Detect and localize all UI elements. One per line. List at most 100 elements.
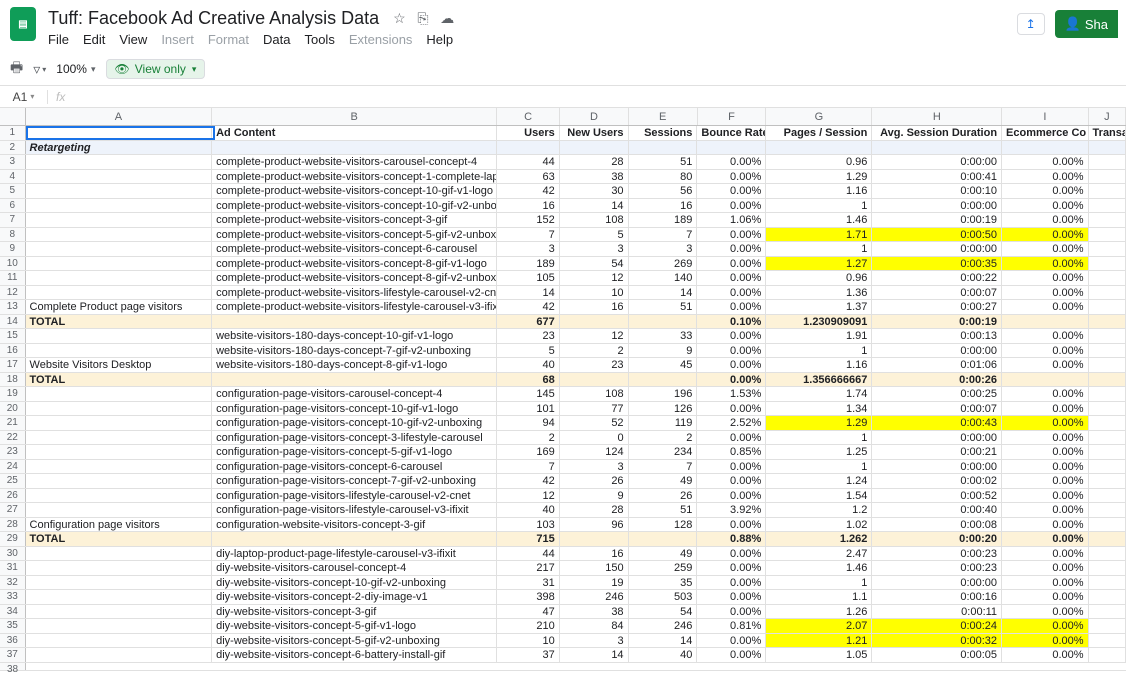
cell[interactable]: 0.00% xyxy=(697,329,766,343)
cell[interactable]: complete-product-website-visitors-lifest… xyxy=(212,300,497,314)
cell[interactable]: complete-product-website-visitors-concep… xyxy=(212,199,497,213)
cell[interactable]: 0:00:40 xyxy=(872,503,1002,517)
column-header-I[interactable]: I xyxy=(1002,108,1088,125)
cell[interactable]: 1.91 xyxy=(766,329,872,343)
cell[interactable] xyxy=(26,547,213,561)
cell[interactable]: configuration-page-visitors-concept-10-g… xyxy=(212,402,497,416)
cell[interactable]: 0.00% xyxy=(1002,590,1089,604)
cell[interactable]: 1 xyxy=(766,576,872,590)
cell[interactable] xyxy=(766,141,872,155)
cell[interactable]: 7 xyxy=(497,460,560,474)
cell[interactable] xyxy=(1089,271,1126,285)
cell[interactable]: complete-product-website-visitors-concep… xyxy=(212,170,497,184)
cell[interactable]: Transactio xyxy=(1089,126,1126,140)
cell[interactable]: 0:00:05 xyxy=(872,648,1002,662)
cell[interactable]: complete-product-website-visitors-carous… xyxy=(212,155,497,169)
cell[interactable]: 2.07 xyxy=(766,619,872,633)
cell[interactable]: 0:00:22 xyxy=(872,271,1002,285)
cell[interactable]: Bounce Rate xyxy=(697,126,766,140)
row-header[interactable]: 21 xyxy=(0,416,26,430)
row-header[interactable]: 6 xyxy=(0,199,26,213)
cell[interactable]: configuration-page-visitors-concept-5-gi… xyxy=(212,445,497,459)
cell[interactable]: TOTAL xyxy=(26,532,213,546)
cell[interactable]: 0.00% xyxy=(1002,358,1089,372)
cell[interactable]: 51 xyxy=(629,155,698,169)
cell[interactable] xyxy=(1089,460,1126,474)
cell[interactable]: 52 xyxy=(560,416,629,430)
cell[interactable]: 0.00% xyxy=(1002,271,1089,285)
row-header[interactable]: 22 xyxy=(0,431,26,445)
cell[interactable]: 0.00% xyxy=(1002,199,1089,213)
cell[interactable]: 40 xyxy=(497,503,560,517)
column-header-E[interactable]: E xyxy=(629,108,698,125)
move-icon[interactable]: ⎘ xyxy=(417,10,428,26)
menu-help[interactable]: Help xyxy=(426,32,453,47)
cell[interactable]: 2 xyxy=(629,431,698,445)
cell[interactable]: configuration-page-visitors-carousel-con… xyxy=(212,387,497,401)
cell[interactable]: 1.356666667 xyxy=(766,373,872,387)
row-header[interactable]: 10 xyxy=(0,257,26,271)
cell[interactable] xyxy=(1089,242,1126,256)
cell[interactable]: 0.00% xyxy=(697,184,766,198)
cell[interactable]: 0.00% xyxy=(1002,547,1089,561)
cell[interactable]: 0:00:24 xyxy=(872,619,1002,633)
cell[interactable]: 26 xyxy=(629,489,698,503)
cell[interactable]: diy-website-visitors-concept-5-gif-v1-lo… xyxy=(212,619,497,633)
cell[interactable]: 0.96 xyxy=(766,271,872,285)
cell[interactable]: 0.00% xyxy=(697,155,766,169)
cell[interactable]: complete-product-website-visitors-concep… xyxy=(212,257,497,271)
cell[interactable] xyxy=(1089,518,1126,532)
cell[interactable]: 0.00% xyxy=(697,257,766,271)
cell[interactable]: 2 xyxy=(560,344,629,358)
cell[interactable]: 45 xyxy=(629,358,698,372)
cell[interactable]: 0.00% xyxy=(1002,416,1089,430)
cell[interactable]: 3 xyxy=(629,242,698,256)
cell[interactable] xyxy=(1089,286,1126,300)
cell[interactable] xyxy=(1002,315,1089,329)
cell[interactable]: 0.00% xyxy=(1002,387,1089,401)
cell[interactable]: 1.02 xyxy=(766,518,872,532)
column-header-A[interactable]: A xyxy=(26,108,213,125)
cell[interactable]: 234 xyxy=(629,445,698,459)
cell[interactable]: 0:00:07 xyxy=(872,402,1002,416)
cell[interactable]: 40 xyxy=(629,648,698,662)
cell[interactable]: 0.81% xyxy=(697,619,766,633)
cell[interactable]: 10 xyxy=(497,634,560,648)
cell[interactable]: Website Visitors Desktop xyxy=(26,358,213,372)
cell[interactable]: 44 xyxy=(497,155,560,169)
version-history-button[interactable]: ↥ xyxy=(1017,13,1045,35)
cell[interactable] xyxy=(1089,590,1126,604)
cell[interactable]: 0.00% xyxy=(697,648,766,662)
cell[interactable]: 1.21 xyxy=(766,634,872,648)
cell[interactable]: 1 xyxy=(766,199,872,213)
cell[interactable]: 0:00:00 xyxy=(872,344,1002,358)
cell[interactable]: 84 xyxy=(560,619,629,633)
cell[interactable]: 105 xyxy=(497,271,560,285)
cell[interactable]: 1.46 xyxy=(766,213,872,227)
cell[interactable] xyxy=(1089,634,1126,648)
row-header[interactable]: 27 xyxy=(0,503,26,517)
cell[interactable]: 0.00% xyxy=(697,300,766,314)
cell[interactable]: 0.96 xyxy=(766,155,872,169)
cell[interactable]: 16 xyxy=(560,300,629,314)
cell[interactable]: 38 xyxy=(560,170,629,184)
cell[interactable] xyxy=(629,315,698,329)
cell[interactable]: 0.00% xyxy=(1002,286,1089,300)
cell[interactable]: 0.00% xyxy=(1002,170,1089,184)
cell[interactable]: 77 xyxy=(560,402,629,416)
cell[interactable]: 0.00% xyxy=(1002,489,1089,503)
cell[interactable] xyxy=(872,141,1002,155)
cell[interactable]: 42 xyxy=(497,474,560,488)
cell[interactable]: 0.00% xyxy=(697,358,766,372)
cell[interactable]: 0:00:19 xyxy=(872,315,1002,329)
cell[interactable]: 0.00% xyxy=(697,286,766,300)
cell[interactable]: 51 xyxy=(629,503,698,517)
cell[interactable]: 2.47 xyxy=(766,547,872,561)
cell[interactable]: 103 xyxy=(497,518,560,532)
menu-view[interactable]: View xyxy=(119,32,147,47)
cell[interactable]: 38 xyxy=(560,605,629,619)
cell[interactable]: 0:00:00 xyxy=(872,431,1002,445)
menu-file[interactable]: File xyxy=(48,32,69,47)
cell[interactable] xyxy=(1089,503,1126,517)
cell[interactable]: Ad Content xyxy=(212,126,497,140)
